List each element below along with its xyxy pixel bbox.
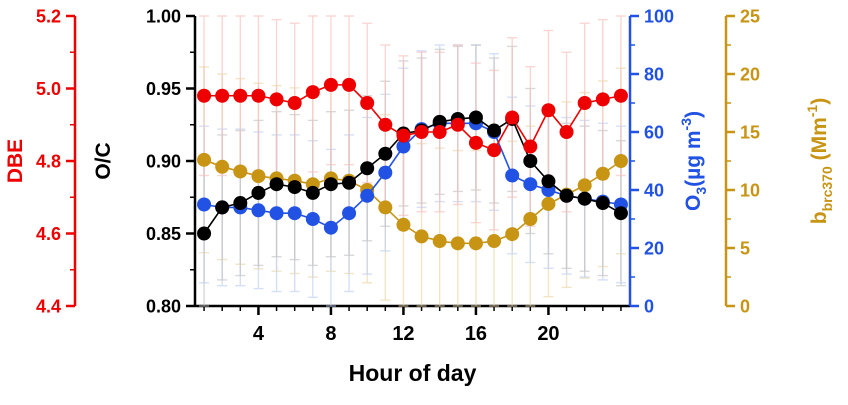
y-tick-label-oc: 0.95 xyxy=(146,79,181,99)
x-tick-label: 16 xyxy=(465,323,487,345)
y-tick-label-brc: 5 xyxy=(740,239,750,259)
errorbars-brc370 xyxy=(199,66,626,307)
y-tick-label-o3: 100 xyxy=(644,7,674,27)
y-tick-label-oc: 0.85 xyxy=(146,224,181,244)
y-axis-title-dbe: DBE xyxy=(4,139,27,183)
y-tick-label-dbe: 5.2 xyxy=(36,7,61,27)
y-axis-title-o3: O3(µg m-3) xyxy=(678,111,709,211)
series-line-o3 xyxy=(203,122,622,229)
y-tick-label-brc: 15 xyxy=(740,123,760,143)
x-tick-label: 20 xyxy=(537,323,559,345)
y-tick-label-o3: 40 xyxy=(644,181,664,201)
y-tick-label-oc: 0.80 xyxy=(146,297,181,317)
y-tick-label-o3: 60 xyxy=(644,123,664,143)
series-line-dbe xyxy=(204,84,622,152)
y-tick-label-dbe: 4.6 xyxy=(36,224,61,244)
y-tick-label-brc: 10 xyxy=(740,181,760,201)
y-tick-label-oc: 1.00 xyxy=(146,7,181,27)
series-line-brc370 xyxy=(203,159,622,245)
y-tick-label-brc: 0 xyxy=(740,297,750,317)
x-tick-label: 8 xyxy=(325,323,336,345)
x-tick-label: 4 xyxy=(253,323,265,345)
y-axis-title-brc: bbrc370 (Mm-1) xyxy=(804,98,835,224)
series-markers-dbe xyxy=(197,77,628,158)
x-tick-label: 12 xyxy=(392,323,414,345)
y-tick-label-o3: 20 xyxy=(644,239,664,259)
y-tick-label-dbe: 4.8 xyxy=(36,152,61,172)
y-tick-label-dbe: 5.0 xyxy=(36,79,61,99)
y-axis-title-oc: O/C xyxy=(92,142,115,179)
y-tick-label-brc: 20 xyxy=(740,65,760,85)
x-axis-title: Hour of day xyxy=(349,360,477,386)
y-tick-label-dbe: 4.4 xyxy=(36,297,61,317)
y-tick-label-o3: 80 xyxy=(644,65,664,85)
y-tick-label-brc: 25 xyxy=(740,7,760,27)
series-line-oc xyxy=(203,116,622,234)
y-tick-label-oc: 0.90 xyxy=(146,152,181,172)
y-tick-label-o3: 0 xyxy=(644,297,654,317)
